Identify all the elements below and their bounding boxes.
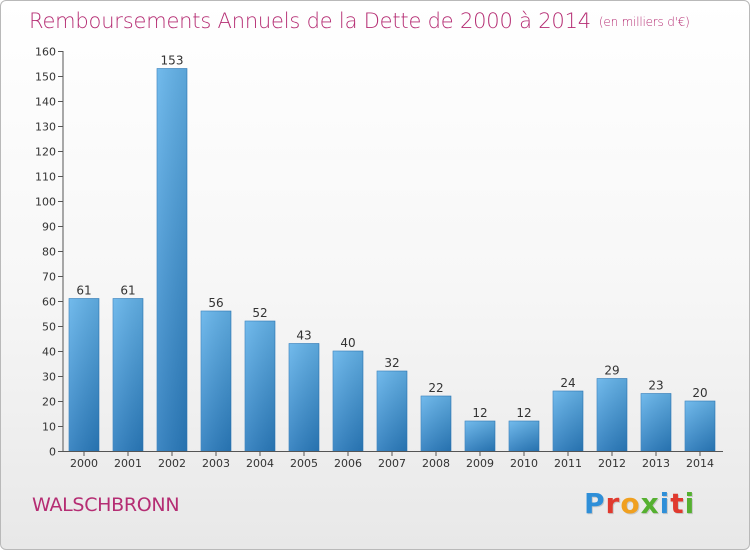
x-tick-label: 2014	[686, 457, 714, 470]
bar-shade-2000	[69, 298, 99, 451]
value-label: 12	[516, 406, 531, 420]
value-label: 43	[296, 329, 311, 343]
logo-letter: i	[659, 487, 671, 520]
value-label: 23	[648, 379, 663, 393]
x-axis: 2000 2001 2002 2003 2004 2005 2006 2007 2008 2009…	[63, 451, 723, 470]
bar-shade-2003	[201, 311, 231, 451]
bar-shade-2008	[421, 396, 451, 451]
y-tick-label: 100	[35, 196, 56, 209]
x-tick-label: 2009	[466, 457, 494, 470]
x-tick-label: 2011	[554, 457, 582, 470]
value-label: 22	[428, 381, 443, 395]
y-tick-label: 110	[35, 171, 56, 184]
bar-shade-2013	[641, 393, 671, 451]
value-label: 32	[384, 356, 399, 370]
bar-shade-2010	[509, 421, 539, 451]
x-tick-label: 2012	[598, 457, 626, 470]
y-tick-label: 140	[35, 96, 56, 109]
y-tick-label: 130	[35, 121, 56, 134]
bars: 61 61 153 56 52 43 40 32 22 12 12 24 29 23 20	[68, 54, 716, 452]
value-label: 153	[161, 54, 184, 68]
y-tick-label: 90	[42, 221, 56, 234]
value-label: 29	[604, 364, 619, 378]
logo-letter: r	[605, 487, 621, 520]
value-label: 20	[692, 386, 707, 400]
logo-letter: o	[620, 487, 641, 520]
y-tick-label: 40	[42, 346, 56, 359]
y-tick-label: 150	[35, 71, 56, 84]
bar-shade-2001	[113, 298, 143, 451]
value-label: 40	[340, 336, 355, 350]
y-axis: 0 10 20 30 40 50 60 70 80 90 100 110 120 130 140 150 160	[35, 46, 64, 459]
y-tick-label: 120	[35, 146, 56, 159]
logo-letter: P	[584, 487, 606, 520]
y-tick-label: 10	[42, 421, 56, 434]
bar-shade-2011	[553, 391, 583, 451]
value-label: 61	[76, 284, 91, 298]
x-tick-label: 2013	[642, 457, 670, 470]
value-label: 61	[120, 284, 135, 298]
logo-letter: x	[640, 487, 660, 520]
logo-letter: t	[670, 487, 685, 520]
value-label: 12	[472, 406, 487, 420]
x-tick-label: 2008	[422, 457, 450, 470]
x-tick-label: 2000	[70, 457, 98, 470]
x-tick-label: 2007	[378, 457, 406, 470]
bar-shade-2012	[597, 378, 627, 451]
y-tick-label: 0	[49, 446, 56, 459]
y-tick-label: 60	[42, 296, 56, 309]
x-tick-label: 2004	[246, 457, 274, 470]
y-tick-label: 50	[42, 321, 56, 334]
y-tick-label: 70	[42, 271, 56, 284]
x-tick-label: 2006	[334, 457, 362, 470]
bar-shade-2014	[685, 401, 715, 451]
bar-shade-2005	[289, 343, 319, 451]
x-tick-label: 2001	[114, 457, 142, 470]
x-tick-label: 2005	[290, 457, 318, 470]
value-label: 24	[560, 376, 575, 390]
bar-shade-2006	[333, 351, 363, 451]
x-tick-label: 2010	[510, 457, 538, 470]
y-tick-label: 80	[42, 246, 56, 259]
logo-letter: i	[684, 487, 696, 520]
bar-shade-2002	[157, 68, 187, 451]
chart-title: Remboursements Annuels de la Dette de 20…	[29, 9, 690, 33]
proxiti-logo: Proxiti	[584, 490, 695, 518]
value-label: 56	[208, 296, 223, 310]
bar-shade-2004	[245, 321, 275, 451]
commune-name: WALSCHBRONN	[32, 494, 180, 516]
bar-shade-2009	[465, 421, 495, 451]
y-tick-label: 160	[35, 46, 56, 59]
x-tick-label: 2002	[158, 457, 186, 470]
chart-subtitle: (en milliers d'€)	[598, 15, 690, 29]
value-label: 52	[252, 306, 267, 320]
chart-title-text: Remboursements Annuels de la Dette de 20…	[29, 9, 591, 33]
y-tick-label: 30	[42, 371, 56, 384]
bar-shade-2007	[377, 371, 407, 451]
x-tick-label: 2003	[202, 457, 230, 470]
y-tick-label: 20	[42, 396, 56, 409]
